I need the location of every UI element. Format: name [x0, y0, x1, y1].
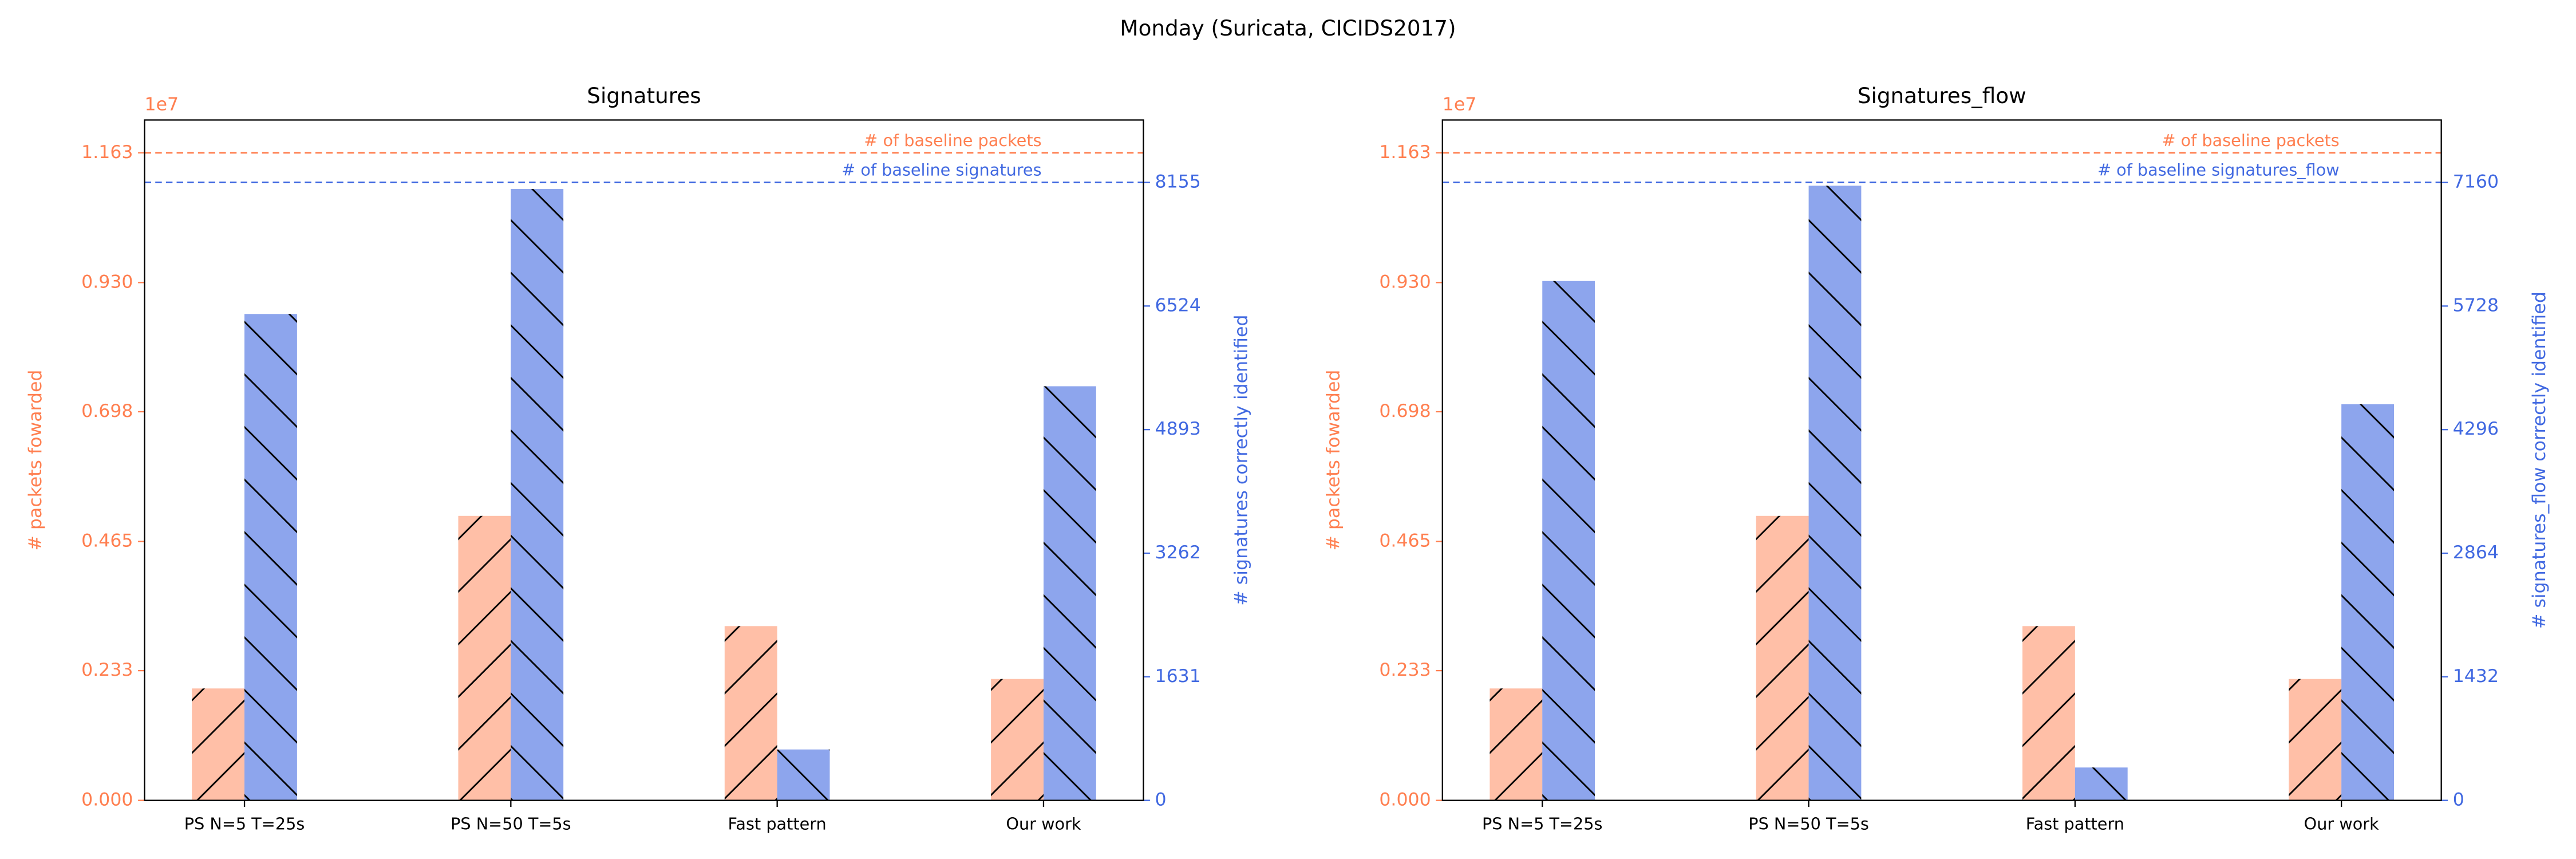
bar [192, 688, 245, 801]
y-tick-label: 0.000 [81, 790, 133, 810]
y-axis-label: # packets fowarded [25, 370, 46, 551]
y2-tick-label: 4893 [1155, 419, 1201, 439]
y2-tick-label: 4296 [2453, 419, 2499, 439]
y-tick-label: 0.465 [1379, 531, 1431, 551]
bar [1542, 281, 1595, 801]
bar [724, 626, 777, 801]
y2-tick-label: 1432 [2453, 666, 2499, 687]
y-tick-label: 0.000 [1379, 790, 1431, 810]
y-tick-label: 1.163 [1379, 142, 1431, 163]
bar [2341, 404, 2395, 801]
bar [1756, 515, 1809, 801]
y2-tick-label: 6524 [1155, 295, 1201, 316]
y-tick-label: 0.233 [1379, 660, 1431, 680]
y2-tick-label: 2864 [2453, 542, 2499, 563]
offset-label: 1e7 [1443, 94, 1477, 115]
bar [777, 749, 830, 801]
x-tick-label: PS N=5 T=25s [184, 814, 305, 834]
bar [2022, 626, 2075, 801]
y-tick-label: 0.465 [81, 531, 133, 551]
bar [2075, 767, 2128, 801]
chart-title: Signatures_flow [1858, 83, 2026, 108]
x-tick-label: PS N=5 T=25s [1482, 814, 1603, 834]
figure-title: Monday (Suricata, CICIDS2017) [1120, 15, 1456, 41]
x-tick-label: Fast pattern [2026, 814, 2124, 834]
baseline-label: # of baseline packets [864, 131, 1041, 150]
y2-tick-label: 0 [2453, 790, 2464, 810]
y2-tick-label: 5728 [2453, 295, 2499, 316]
axes-frame [1441, 119, 2442, 801]
x-tick-label: PS N=50 T=5s [451, 814, 571, 834]
baseline-label: # of baseline packets [2162, 131, 2340, 150]
bar [1490, 688, 1543, 801]
y2-axis-label: # signatures_flow correctly identified [2529, 291, 2550, 629]
y2-axis-label: # signatures correctly identified [1231, 315, 1252, 606]
y2-tick-label: 8155 [1155, 172, 1201, 192]
x-tick-label: PS N=50 T=5s [1748, 814, 1869, 834]
y-tick-label: 0.930 [81, 271, 133, 292]
y-tick-label: 1.163 [81, 142, 133, 163]
bar [511, 189, 564, 801]
offset-label: 1e7 [145, 94, 179, 115]
y-tick-label: 0.233 [81, 660, 133, 680]
bar [458, 515, 511, 801]
bar [1808, 186, 1862, 801]
axes-frame [144, 119, 1144, 801]
bar [244, 314, 297, 801]
baseline-label: # of baseline signatures [841, 160, 1041, 179]
y2-tick-label: 0 [1155, 790, 1167, 810]
y-tick-label: 0.698 [81, 401, 133, 421]
baseline-label: # of baseline signatures_flow [2097, 160, 2340, 180]
bar [1043, 386, 1096, 801]
x-tick-label: Fast pattern [728, 814, 827, 834]
y2-tick-label: 1631 [1155, 666, 1201, 687]
chart-title: Signatures [587, 83, 701, 108]
y2-tick-label: 7160 [2453, 172, 2499, 192]
bar [991, 679, 1044, 801]
y-axis-label: # packets fowarded [1323, 370, 1344, 551]
x-tick-label: Our work [1006, 814, 1081, 834]
y-tick-label: 0.930 [1379, 271, 1431, 292]
y-tick-label: 0.698 [1379, 401, 1431, 421]
x-tick-label: Our work [2304, 814, 2379, 834]
bar [2289, 679, 2342, 801]
y2-tick-label: 3262 [1155, 542, 1201, 563]
